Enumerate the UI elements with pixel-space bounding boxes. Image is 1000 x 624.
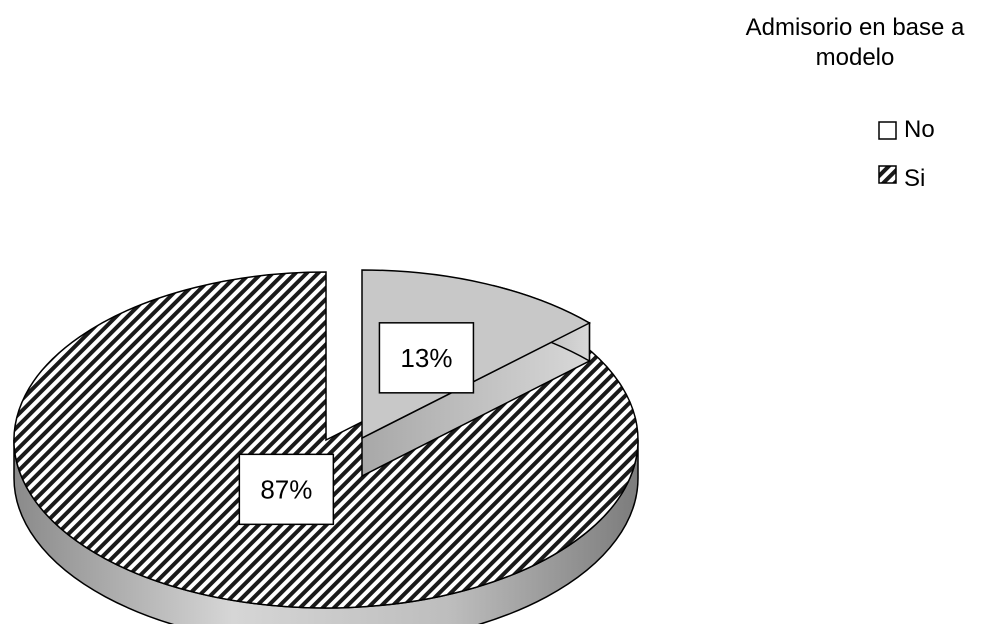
data-label-box-si: [238, 453, 335, 526]
data-label-si: 87%: [238, 453, 335, 526]
pie-slice-no: [361, 269, 592, 478]
data-label-text-si: 87%: [260, 474, 312, 504]
pie-top-si: [13, 271, 639, 609]
data-label-box-no: [378, 322, 475, 394]
legend-entry-no: No: [904, 116, 935, 143]
pie-slice-si: [13, 271, 639, 624]
legend: Admisorio en base a modelo No Si: [746, 14, 965, 192]
data-label-text-no: 13%: [400, 343, 452, 373]
data-labels: 87% 13%: [238, 322, 475, 526]
legend-title-line-2: modelo: [816, 44, 895, 71]
legend-swatch-no: [878, 121, 897, 140]
data-label-no: 13%: [378, 322, 475, 394]
pie-top-no: [361, 269, 592, 440]
legend-title-line-1: Admisorio en base a: [746, 14, 965, 41]
pie-layer: [13, 269, 639, 624]
legend-entry-si: Si: [904, 165, 925, 192]
legend-swatch-si: [878, 165, 897, 184]
